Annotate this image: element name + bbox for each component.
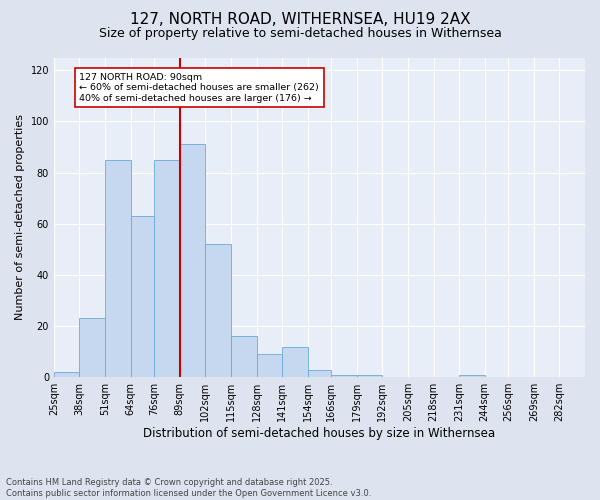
Bar (154, 160, 180, 377)
Bar (459, 374, 485, 377)
X-axis label: Distribution of semi-detached houses by size in Withernsea: Distribution of semi-detached houses by … (143, 427, 496, 440)
Bar (331, 374, 357, 377)
Bar (54, 372, 79, 377)
Bar (257, 354, 282, 377)
Bar (231, 336, 257, 377)
Bar (79, 318, 105, 377)
Bar (180, 144, 205, 377)
Bar (282, 346, 308, 377)
Bar (308, 370, 331, 377)
Text: Size of property relative to semi-detached houses in Withernsea: Size of property relative to semi-detach… (98, 28, 502, 40)
Bar (105, 160, 131, 377)
Bar (131, 216, 154, 377)
Y-axis label: Number of semi-detached properties: Number of semi-detached properties (15, 114, 25, 320)
Text: Contains HM Land Registry data © Crown copyright and database right 2025.
Contai: Contains HM Land Registry data © Crown c… (6, 478, 371, 498)
Bar (205, 244, 231, 377)
Bar (357, 374, 382, 377)
Text: 127, NORTH ROAD, WITHERNSEA, HU19 2AX: 127, NORTH ROAD, WITHERNSEA, HU19 2AX (130, 12, 470, 28)
Text: 127 NORTH ROAD: 90sqm
← 60% of semi-detached houses are smaller (262)
40% of sem: 127 NORTH ROAD: 90sqm ← 60% of semi-deta… (79, 73, 319, 102)
